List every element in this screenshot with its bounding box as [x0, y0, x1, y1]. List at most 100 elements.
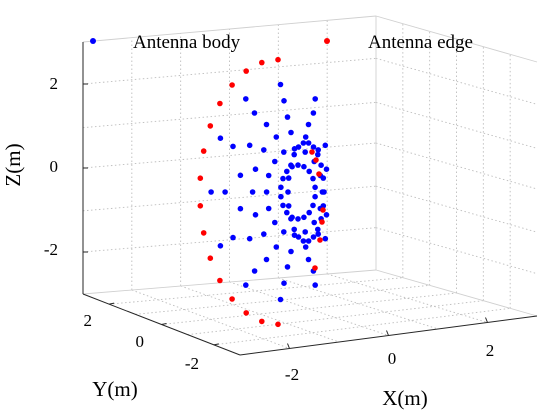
data-point-antenna-body: [280, 202, 286, 209]
data-point-antenna-body: [249, 189, 256, 195]
y-tick: [213, 343, 219, 346]
data-point-antenna-body: [322, 142, 329, 149]
gridline-floor: [278, 277, 439, 330]
axis-box: [82, 15, 538, 356]
data-point-antenna-body: [320, 203, 327, 209]
gridline-floor: [187, 300, 484, 336]
data-point-antenna-edge: [200, 230, 207, 236]
data-point-antenna-body: [237, 172, 244, 179]
data-point-antenna-body: [284, 168, 290, 175]
data-point-antenna-edge: [200, 148, 207, 154]
z-tick-labels: 2 0 -2: [44, 74, 58, 259]
data-point-antenna-body: [208, 189, 214, 195]
series-antenna-edge: [197, 56, 326, 328]
data-point-antenna-edge: [197, 175, 204, 181]
data-point-antenna-body: [306, 209, 313, 216]
x-axis-label: X(m): [382, 386, 428, 410]
grid-lines: [82, 20, 538, 349]
box-edge: [82, 15, 377, 43]
data-point-antenna-edge: [197, 203, 204, 209]
data-point-antenna-body: [305, 238, 312, 244]
data-point-antenna-body: [315, 231, 322, 237]
data-point-antenna-body: [291, 151, 298, 158]
data-point-antenna-body: [302, 149, 309, 155]
legend-label-antenna-edge: Antenna edge: [368, 32, 473, 53]
data-point-antenna-edge: [312, 265, 318, 271]
x-tick: [485, 317, 488, 323]
data-point-antenna-body: [315, 147, 322, 153]
data-point-antenna-body: [305, 256, 312, 263]
gridline-z-minor: [82, 185, 377, 212]
data-point-antenna-body: [251, 268, 258, 274]
data-point-antenna-body: [301, 163, 307, 170]
data-point-antenna-body: [300, 140, 307, 146]
data-point-antenna-edge: [259, 318, 265, 325]
gridline-z-minor: [82, 101, 377, 129]
data-point-antenna-body: [281, 229, 287, 235]
gridline-floor: [180, 285, 340, 343]
data-point-antenna-body: [301, 214, 307, 221]
data-point-antenna-edge: [316, 171, 322, 177]
data-point-antenna-body: [310, 234, 317, 240]
box-edge: [82, 269, 377, 295]
data-point-antenna-body: [315, 151, 321, 158]
data-point-antenna-edge: [243, 68, 249, 74]
x-tick: [287, 343, 290, 349]
data-point-antenna-body: [295, 234, 302, 240]
series-antenna-body: [208, 81, 330, 303]
data-point-antenna-body: [273, 244, 280, 250]
data-point-antenna-body: [277, 296, 284, 303]
data-point-antenna-body: [291, 226, 298, 233]
data-point-antenna-body: [217, 243, 224, 249]
data-point-antenna-body: [273, 134, 280, 140]
y-tick: [161, 323, 167, 325]
data-point-antenna-body: [230, 234, 236, 241]
z-axis-label: Z(m): [1, 143, 25, 186]
data-point-antenna-body: [310, 175, 316, 182]
x-tick: [386, 330, 389, 336]
data-point-antenna-body: [322, 235, 329, 242]
data-point-antenna-body: [281, 98, 287, 104]
data-point-antenna-edge: [207, 123, 214, 129]
data-point-antenna-body: [263, 189, 270, 195]
legend: Antenna body Antenna edge: [90, 32, 473, 53]
data-point-antenna-edge: [275, 321, 281, 328]
y-tick-label: -2: [185, 354, 199, 373]
data-point-antenna-body: [295, 162, 301, 168]
y-tick: [109, 302, 115, 305]
data-point-antenna-body: [281, 280, 287, 287]
data-point-antenna-body: [310, 144, 317, 150]
data-point-antenna-body: [288, 248, 294, 255]
data-point-antenna-body: [285, 175, 292, 181]
data-point-antenna-body: [281, 149, 287, 155]
data-point-antenna-body: [305, 140, 312, 146]
gridline-floor: [135, 284, 430, 315]
y-tick-label: 2: [84, 311, 93, 330]
data-point-antenna-body: [252, 212, 259, 218]
gridline-z-minor: [375, 185, 538, 233]
data-point-antenna-body: [312, 282, 319, 288]
data-point-antenna-edge: [319, 219, 325, 225]
data-point-antenna-body: [284, 264, 291, 270]
data-point-antenna-body: [277, 81, 284, 88]
gridline-floor: [109, 277, 403, 305]
gridline-floor: [161, 292, 457, 325]
x-tick-label: 0: [388, 349, 397, 368]
data-point-antenna-edge: [217, 100, 223, 107]
data-point-antenna-body: [265, 172, 272, 179]
data-point-antenna-body: [230, 143, 236, 150]
gridline-z: [375, 142, 538, 190]
data-point-antenna-body: [280, 175, 286, 182]
data-point-antenna-body: [310, 110, 317, 116]
data-point-antenna-body: [312, 96, 319, 102]
data-point-antenna-edge: [313, 157, 319, 163]
data-point-antenna-edge: [217, 277, 223, 284]
data-point-antenna-body: [312, 193, 318, 200]
data-point-antenna-body: [295, 144, 302, 150]
legend-marker-antenna-body: [90, 38, 96, 44]
data-point-antenna-body: [263, 256, 270, 263]
data-point-antenna-body: [285, 189, 291, 195]
data-point-antenna-body: [310, 202, 316, 209]
data-point-antenna-body: [284, 114, 291, 120]
z-tick-label: 0: [50, 157, 59, 176]
